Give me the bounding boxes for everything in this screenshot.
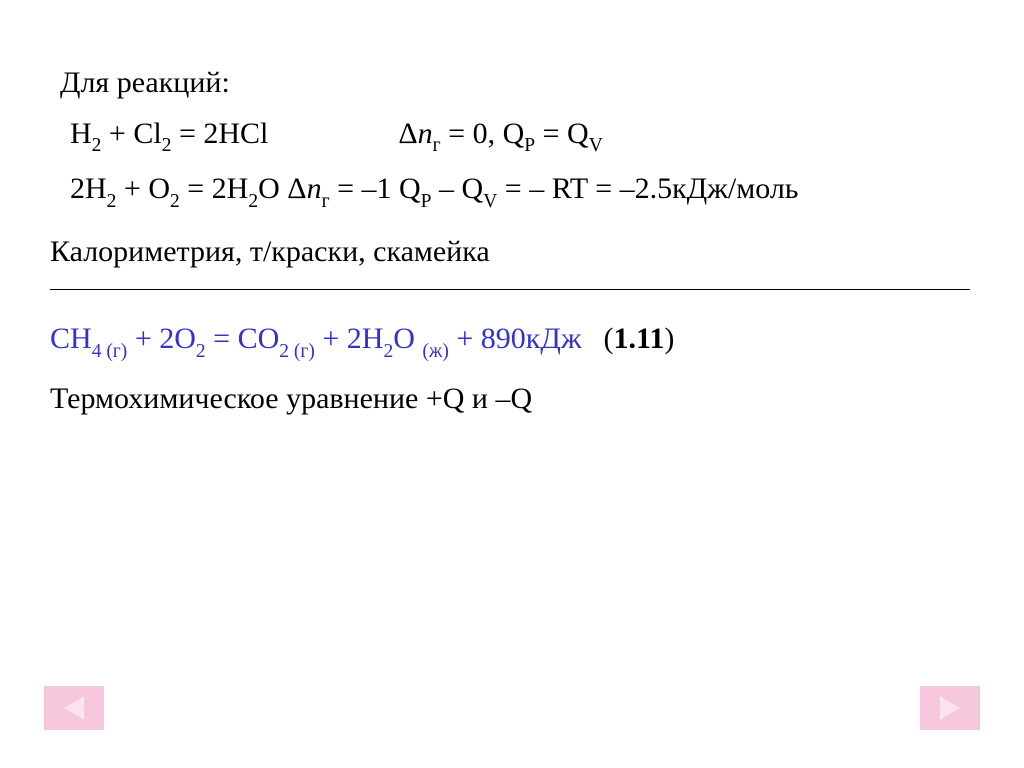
rx2-2H2-sub: 2 <box>107 191 117 212</box>
rx1-n: n <box>418 117 433 150</box>
intro-text: Для реакций: <box>60 66 230 99</box>
te-2H2O: + 2H <box>315 322 384 355</box>
rx1-H2: H <box>70 117 92 150</box>
arrow-right-icon <box>940 696 960 720</box>
calorimetry-text: Калориметрия, т/краски, скамейка <box>50 235 490 268</box>
rx2-H2O-sub: 2 <box>248 191 258 212</box>
rx2-2H2: 2H <box>70 172 107 205</box>
rx2-QV-sub: V <box>483 191 497 212</box>
te-O: O <box>393 322 422 355</box>
rx1-Cl2-sub: 2 <box>162 135 172 156</box>
rx1-delta: Δ <box>398 117 417 150</box>
divider <box>50 289 970 290</box>
line-thermo-equation: CH4 (г) + 2O2 = CO2 (г) + 2H2O (ж) + 890… <box>50 316 984 365</box>
rx1-eq-2HCl: = 2HCl <box>171 117 268 150</box>
prev-slide-button[interactable] <box>44 686 104 730</box>
rx2-eq-2H2O: = 2H <box>180 172 249 205</box>
line-intro: Для реакций: <box>60 60 984 107</box>
next-slide-button[interactable] <box>920 686 980 730</box>
line-calorimetry: Калориметрия, т/краски, скамейка <box>50 229 984 276</box>
rx2-O2-sub: 2 <box>170 191 180 212</box>
rx2-n: n <box>307 172 322 205</box>
rx2-O: O <box>258 172 287 205</box>
te-2H2O-sub: 2 <box>383 341 393 362</box>
line-reaction-h2o: 2H2 + O2 = 2H2O Δnг = –1 QP – QV = – RT … <box>70 166 984 215</box>
rx1-H2-sub: 2 <box>92 135 102 156</box>
rx2-plus-O2: + O <box>116 172 170 205</box>
rx1-qeq: = Q <box>535 117 589 150</box>
te-CH4-sub: 4 (г) <box>92 341 128 362</box>
rx2-f: – Q <box>432 172 484 205</box>
te-2O2: + 2O <box>127 322 196 355</box>
rx2-delta: Δ <box>287 172 306 205</box>
ref-num: 1.11 <box>614 322 665 355</box>
rx1-QV-sub: V <box>589 135 603 156</box>
te-890: + 890кДж <box>449 322 582 355</box>
rx2-e: = –1 Q <box>330 172 421 205</box>
ref-close: ) <box>664 322 674 355</box>
te-CH4: CH <box>50 322 92 355</box>
thermo-label-text: Термохимическое уравнение +Q и –Q <box>50 382 532 415</box>
te-2O2-sub: 2 <box>196 341 206 362</box>
line-thermo-label: Термохимическое уравнение +Q и –Q <box>50 376 984 423</box>
line-reaction-hcl: H2 + Cl2 = 2HClΔnг = 0, QP = QV <box>70 111 984 160</box>
rx1-plus-Cl2: + Cl <box>101 117 161 150</box>
te-CO2-sub: 2 (г) <box>279 341 315 362</box>
thermo-eq-blue: CH4 (г) + 2O2 = CO2 (г) + 2H2O (ж) + 890… <box>50 322 582 355</box>
rx1-QP-sub: P <box>524 135 535 156</box>
rx2-n-sub: г <box>322 191 330 212</box>
ref-open: ( <box>604 322 614 355</box>
te-CO2: = CO <box>206 322 280 355</box>
te-zh-sub: (ж) <box>422 341 448 362</box>
rx1-n-sub: г <box>433 135 441 156</box>
rx2-QP-sub: P <box>421 191 432 212</box>
rx1-rest: = 0, Q <box>441 117 525 150</box>
rx2-g: = – RT = –2.5кДж/моль <box>497 172 798 205</box>
arrow-left-icon <box>64 696 84 720</box>
te-ref: (1.11) <box>604 322 675 355</box>
slide: Для реакций: H2 + Cl2 = 2HClΔnг = 0, QP … <box>0 0 1024 768</box>
